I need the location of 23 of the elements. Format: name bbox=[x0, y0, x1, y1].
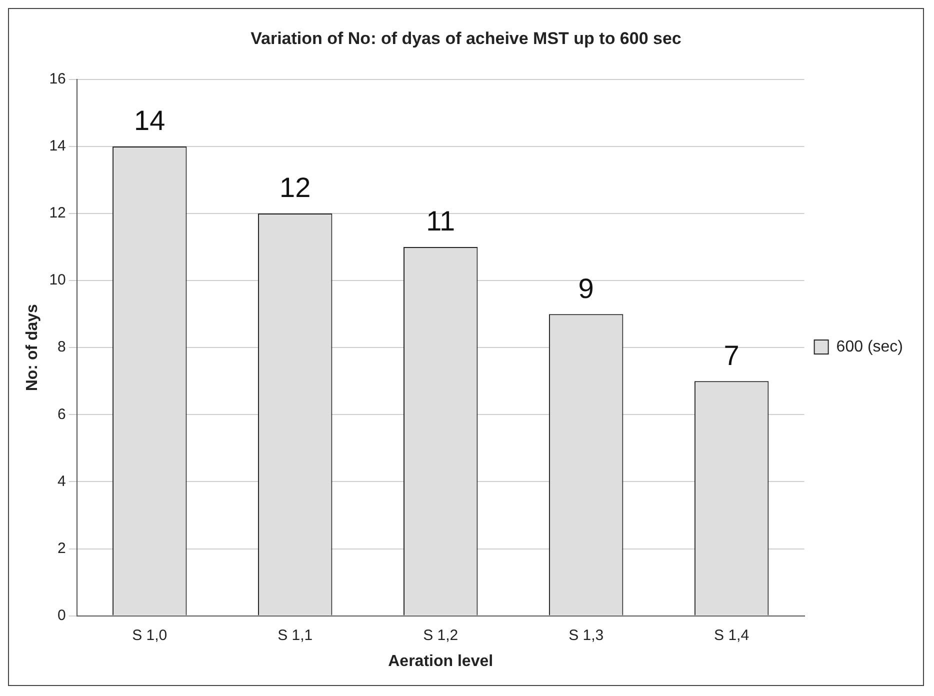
y-tick-label: 6 bbox=[58, 406, 66, 423]
y-tick-label: 2 bbox=[58, 540, 66, 557]
x-tick-label: S 1,4 bbox=[714, 626, 750, 644]
data-label: 11 bbox=[426, 206, 456, 237]
data-label: 14 bbox=[134, 105, 166, 136]
x-tick-label: S 1,2 bbox=[423, 626, 458, 644]
y-tick-label: 14 bbox=[49, 138, 66, 155]
y-tick-label: 12 bbox=[49, 204, 66, 222]
y-axis-title: No: of days bbox=[24, 304, 42, 392]
x-tick-label: S 1,1 bbox=[278, 626, 313, 644]
x-axis-title: Aeration level bbox=[388, 652, 494, 670]
y-tick-label: 8 bbox=[58, 338, 66, 356]
y-tick-label: 0 bbox=[58, 606, 66, 624]
data-label: 9 bbox=[578, 272, 594, 304]
y-tick-label: 4 bbox=[58, 472, 66, 490]
data-label: 12 bbox=[280, 172, 311, 204]
x-tick-label: S 1,0 bbox=[132, 626, 168, 644]
y-tick-label: 16 bbox=[49, 70, 66, 88]
y-tick-label: 10 bbox=[49, 272, 66, 289]
data-label: 7 bbox=[724, 340, 740, 371]
x-tick-label: S 1,3 bbox=[568, 626, 604, 644]
chart-title: Variation of No: of dyas of acheive MST up to 600 sec bbox=[250, 28, 682, 48]
legend-label: 600 (sec) bbox=[836, 338, 904, 356]
